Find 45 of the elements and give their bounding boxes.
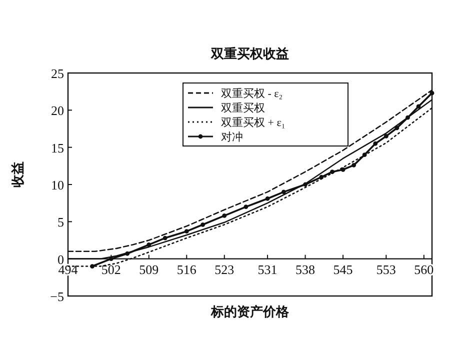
point xyxy=(282,190,286,194)
point xyxy=(184,229,189,234)
x-tick-label: 502 xyxy=(101,262,121,277)
point xyxy=(352,162,356,168)
point xyxy=(394,126,400,130)
point xyxy=(200,222,206,227)
x-tick-label: 509 xyxy=(139,262,159,277)
legend-label: 双重买权 - ε₂ xyxy=(221,87,283,100)
point xyxy=(384,134,388,138)
x-tick-label: 523 xyxy=(214,262,234,277)
x-tick-label: 538 xyxy=(296,262,316,277)
point xyxy=(330,170,334,174)
x-tick-label: 553 xyxy=(376,262,396,277)
y-tick-label: 5 xyxy=(58,214,64,230)
point xyxy=(265,196,270,201)
point xyxy=(319,174,324,180)
y-tick-label: −5 xyxy=(50,289,64,304)
chart-title: 双重买权收益 xyxy=(210,46,289,61)
point xyxy=(90,264,94,268)
point xyxy=(362,152,367,157)
y-tick-label: 10 xyxy=(51,178,64,192)
y-tick-label: 15 xyxy=(51,140,64,156)
y-tick-label: 0 xyxy=(58,252,64,267)
legend-label: 双重买权 xyxy=(221,102,265,114)
point xyxy=(125,251,130,256)
point xyxy=(373,141,378,146)
x-tick-label: 516 xyxy=(176,262,197,277)
point xyxy=(406,115,410,120)
point xyxy=(108,256,114,262)
y-axis-title: 收益 xyxy=(10,162,25,188)
y-tick-label: 25 xyxy=(51,66,64,81)
point xyxy=(430,90,434,96)
y-tick-label: 20 xyxy=(51,103,64,118)
point xyxy=(303,182,308,187)
legend-label: 对冲 xyxy=(221,130,243,144)
x-tick-label: 545 xyxy=(333,262,353,277)
legend-label: 双重买权 + ε₁ xyxy=(221,116,286,129)
point xyxy=(416,104,421,109)
x-axis-title: 标的资产价格 xyxy=(210,304,290,319)
point xyxy=(244,204,248,209)
x-tick-label: 531 xyxy=(258,262,278,277)
point xyxy=(340,167,346,172)
point xyxy=(146,242,152,247)
point xyxy=(222,214,227,218)
point xyxy=(162,236,168,240)
